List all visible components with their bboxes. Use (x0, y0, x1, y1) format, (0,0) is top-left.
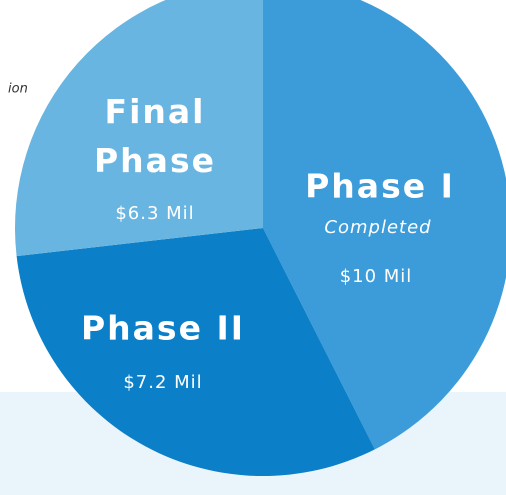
value-label: $6.3 Mil (115, 203, 194, 224)
slice-label: Phase I (305, 167, 455, 206)
labels: Phase I $10 Mil Completed Phase II $7.2 Mil F… (81, 92, 455, 394)
value-label: $10 Mil (340, 266, 413, 287)
slice-label: Final Phase (94, 92, 216, 180)
value-label: $7.2 Mil (123, 372, 202, 393)
pie-slice (16, 228, 375, 476)
pie (15, 0, 506, 476)
slice-label: Phase II (81, 309, 245, 348)
pie-slice (15, 0, 263, 257)
pie-slice (263, 0, 506, 450)
note: ion (8, 82, 28, 97)
annotation: Completed (324, 217, 431, 238)
